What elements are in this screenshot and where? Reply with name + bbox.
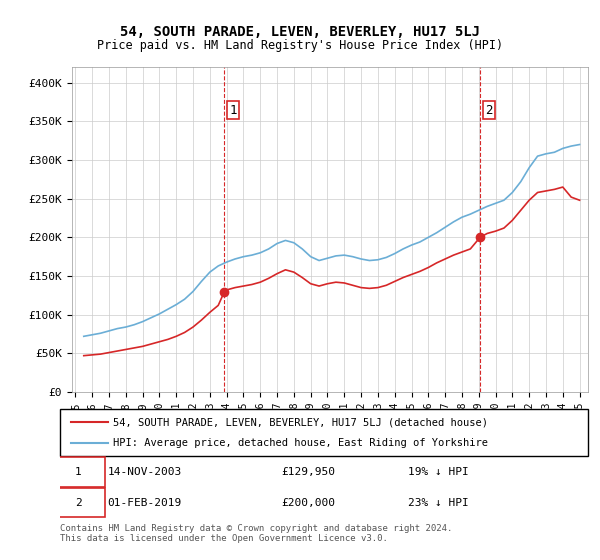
- FancyBboxPatch shape: [52, 457, 105, 487]
- Text: £129,950: £129,950: [282, 467, 336, 477]
- Text: £200,000: £200,000: [282, 498, 336, 507]
- Text: Contains HM Land Registry data © Crown copyright and database right 2024.
This d: Contains HM Land Registry data © Crown c…: [60, 524, 452, 543]
- Text: 23% ↓ HPI: 23% ↓ HPI: [409, 498, 469, 507]
- Text: 01-FEB-2019: 01-FEB-2019: [107, 498, 182, 507]
- Text: HPI: Average price, detached house, East Riding of Yorkshire: HPI: Average price, detached house, East…: [113, 438, 488, 448]
- Text: 54, SOUTH PARADE, LEVEN, BEVERLEY, HU17 5LJ: 54, SOUTH PARADE, LEVEN, BEVERLEY, HU17 …: [120, 25, 480, 39]
- FancyBboxPatch shape: [52, 488, 105, 517]
- Text: 1: 1: [229, 104, 237, 116]
- Text: 2: 2: [75, 498, 82, 507]
- Text: 19% ↓ HPI: 19% ↓ HPI: [409, 467, 469, 477]
- Text: 54, SOUTH PARADE, LEVEN, BEVERLEY, HU17 5LJ (detached house): 54, SOUTH PARADE, LEVEN, BEVERLEY, HU17 …: [113, 417, 488, 427]
- Text: 1: 1: [75, 467, 82, 477]
- FancyBboxPatch shape: [60, 409, 588, 456]
- Text: 14-NOV-2003: 14-NOV-2003: [107, 467, 182, 477]
- Text: Price paid vs. HM Land Registry's House Price Index (HPI): Price paid vs. HM Land Registry's House …: [97, 39, 503, 52]
- Text: 2: 2: [485, 104, 493, 116]
